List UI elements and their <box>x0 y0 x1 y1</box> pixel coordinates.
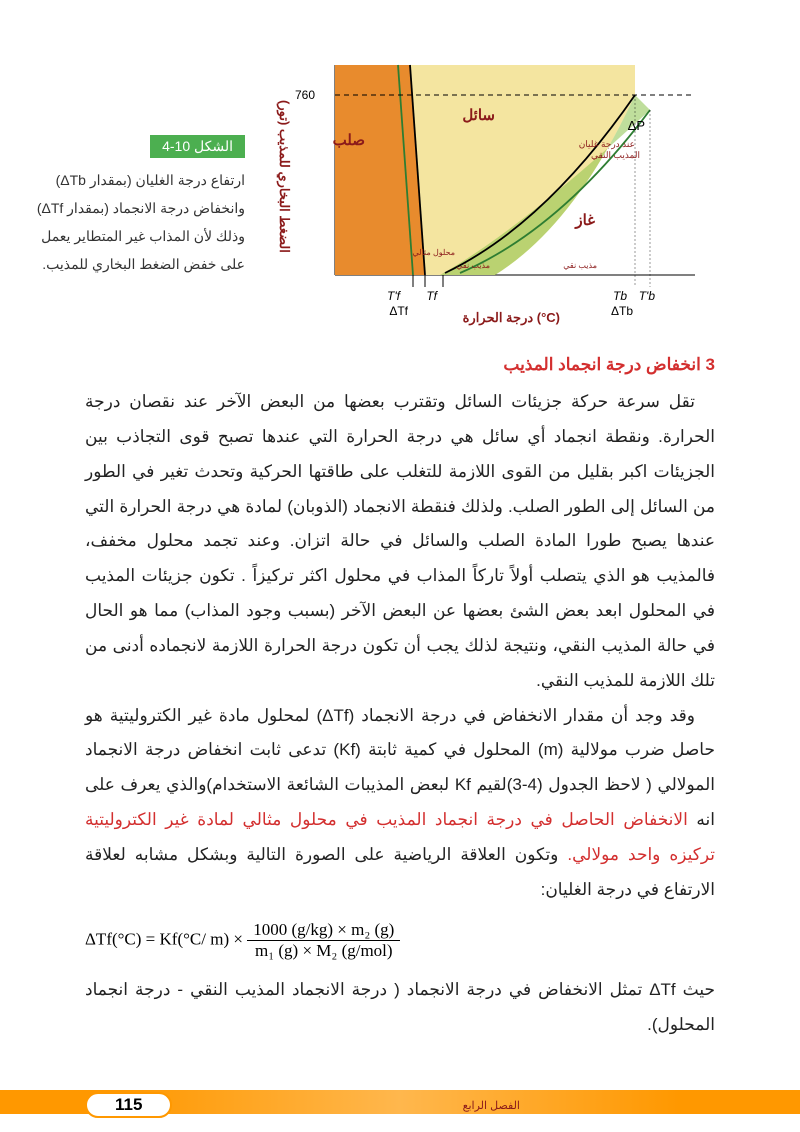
paragraph-1: تقل سرعة حركة جزيئات السائل وتقترب بعضها… <box>85 385 715 699</box>
figure-caption-block: الشكل 10-4 ارتفاع درجة الغليان (بمقدار Δ… <box>25 135 245 278</box>
svg-text:Tb: Tb <box>613 289 627 303</box>
svg-text:مذيب نقي: مذيب نقي <box>456 261 490 270</box>
svg-text:المذيب النقي: المذيب النقي <box>591 150 640 160</box>
y-axis-label: الضغط البخاري للمذيب (تور) <box>277 100 292 253</box>
paragraph-2: وقد وجد أن مقدار الانخفاض في درجة الانجم… <box>85 699 715 908</box>
figure-caption: ارتفاع درجة الغليان (بمقدار ΔTb) وانخفاض… <box>25 166 245 278</box>
figure-label: الشكل 10-4 <box>150 135 245 158</box>
svg-text:عند درجة غليان: عند درجة غليان <box>579 139 635 150</box>
svg-text:مذيب نقي: مذيب نقي <box>563 261 597 270</box>
svg-text:غاز: غاز <box>574 212 595 229</box>
svg-text:ΔTb: ΔTb <box>611 304 633 318</box>
section-title: 3 انخفاض درجة انجماد المذيب <box>85 355 715 375</box>
phase-diagram: 760 صلب سائل غاز ΔP عند درجة غليان المذي… <box>295 55 715 325</box>
paragraph-3: حيث ΔTf تمثل الانخفاض في درجة الانجماد (… <box>85 973 715 1043</box>
svg-text:صلب: صلب <box>333 132 365 149</box>
svg-text:سائل: سائل <box>462 107 495 124</box>
svg-text:Tf: Tf <box>426 289 438 303</box>
formula-lhs: ΔTf(°C) = Kf(°C/ m) × <box>85 929 243 948</box>
svg-text:محلول مثالي: محلول مثالي <box>412 248 455 257</box>
section-heading: انخفاض درجة انجماد المذيب <box>503 355 700 374</box>
section-number: 3 <box>706 355 715 374</box>
svg-text:T'b: T'b <box>639 289 656 303</box>
phase-diagram-svg: 760 صلب سائل غاز ΔP عند درجة غليان المذي… <box>295 55 715 325</box>
main-text: 3 انخفاض درجة انجماد المذيب تقل سرعة حرك… <box>85 355 715 1042</box>
formula-denominator: m₁ (g) × M₂ (g/mol) <box>247 941 400 961</box>
page-number: 115 <box>85 1092 172 1118</box>
formula-fraction: 1000 (g/kg) × m₂ (g) m₁ (g) × M₂ (g/mol) <box>247 920 400 961</box>
formula-numerator: 1000 (g/kg) × m₂ (g) <box>247 920 400 941</box>
svg-text:T'f: T'f <box>387 289 402 303</box>
footer-center-text: الفصل الرابع <box>463 1099 520 1112</box>
x-axis-label: درجة الحرارة (°C) <box>463 310 560 326</box>
svg-text:ΔP: ΔP <box>628 118 645 133</box>
svg-text:ΔTf: ΔTf <box>389 304 408 318</box>
svg-text:760: 760 <box>295 88 315 102</box>
formula: ΔTf(°C) = Kf(°C/ m) × 1000 (g/kg) × m₂ (… <box>85 920 715 961</box>
